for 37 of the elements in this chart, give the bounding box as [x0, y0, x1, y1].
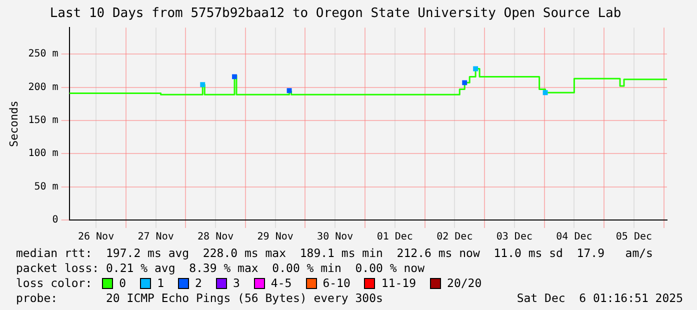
x-tick-label: 02 Dec	[436, 232, 473, 243]
legend-title: loss color:	[16, 276, 92, 291]
x-tick-label: 29 Nov	[257, 232, 294, 243]
x-tick-label: 30 Nov	[317, 232, 354, 243]
point	[542, 90, 548, 96]
text: packet loss: 0.21 % avg 8.39 % max 0.00 % min 0.00 % now	[15, 261, 426, 276]
legend-label: 2	[195, 276, 202, 291]
y-axis-title: Seconds	[7, 100, 20, 147]
legend-label: 3	[232, 276, 240, 291]
x-tick-label: 03 Dec	[496, 232, 532, 243]
legend-label: 11-19	[381, 276, 416, 291]
x-tick-label: 28 Nov	[198, 232, 234, 243]
point	[473, 66, 478, 72]
legend-label: 20/20	[447, 276, 482, 291]
text: probe: 20 ICMP Echo Pings (56 Bytes) every 300s	[16, 291, 383, 306]
point	[200, 82, 206, 88]
x-tick-label: 05 Dec	[616, 232, 652, 243]
x-tick-label: 26 Nov	[78, 232, 114, 243]
y-tick-label: 200 m	[28, 82, 58, 93]
x-tick-label: 04 Dec	[556, 232, 592, 243]
text: median rtt: 197.2 ms avg 228.0 ms max 189.1 ms min 212.6 ms now 11.0 ms sd 17.9 am/s	[15, 246, 654, 261]
y-tick-label: 0	[52, 214, 58, 226]
y-tick-label: 100 m	[28, 148, 58, 160]
x-tick-label: 01 Dec	[376, 232, 413, 243]
point	[232, 74, 237, 80]
y-tick-label: 150 m	[28, 115, 58, 126]
legend-label: 1	[157, 276, 164, 291]
point	[286, 88, 292, 94]
text: Sat Dec 6 01:16:51 2025	[516, 291, 683, 306]
chart-title: Last 10 Days from 5757b92baa12 to Oregon State University Open Source Lab	[50, 6, 622, 22]
point	[462, 80, 468, 86]
x-tick-label: 27 Nov	[138, 232, 174, 243]
legend-label: 0	[119, 276, 126, 291]
legend-label: 6-10	[322, 276, 350, 291]
legend-label: 4-5	[270, 276, 292, 291]
y-tick-label: 250 m	[28, 48, 58, 60]
y-tick-label: 50 m	[34, 181, 58, 192]
